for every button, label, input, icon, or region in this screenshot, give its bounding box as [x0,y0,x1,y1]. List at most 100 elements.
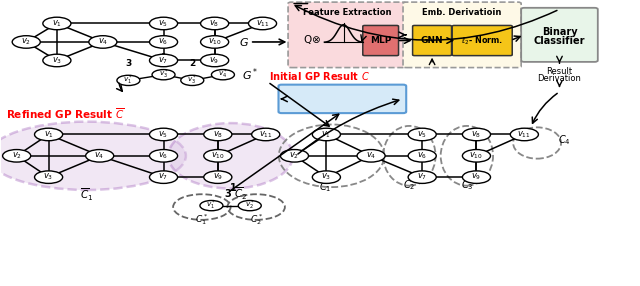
Text: 1: 1 [161,53,166,62]
Text: Result: Result [547,67,573,76]
Text: $\overline{C}_1$: $\overline{C}_1$ [80,187,93,204]
Text: Refined GP Result $\overline{C}$: Refined GP Result $\overline{C}$ [6,106,124,121]
Circle shape [43,54,71,67]
FancyBboxPatch shape [363,25,399,55]
FancyBboxPatch shape [403,2,521,67]
Circle shape [150,171,177,183]
Circle shape [280,150,308,162]
Text: MLP: MLP [370,36,391,45]
Circle shape [150,128,177,141]
Text: $v_2^*$: $v_2^*$ [244,199,255,212]
Text: $v_{4}$: $v_{4}$ [95,150,105,161]
Circle shape [152,69,175,80]
Circle shape [510,128,538,141]
Text: $v_{9}$: $v_{9}$ [471,172,481,182]
Text: 1: 1 [230,183,237,193]
Text: Emb. Derivatioin: Emb. Derivatioin [422,8,502,17]
Text: 2: 2 [189,59,195,68]
Text: Q$\otimes$: Q$\otimes$ [303,33,321,46]
Text: $v_{10}$: $v_{10}$ [470,150,483,161]
Text: $v_{10}$: $v_{10}$ [211,150,225,161]
Text: $v_{5}$: $v_{5}$ [417,129,428,140]
Text: $v_{1}$: $v_{1}$ [44,129,54,140]
Text: $v_{4}$: $v_{4}$ [366,150,376,161]
Text: $v_{6}$: $v_{6}$ [159,150,169,161]
Circle shape [408,128,436,141]
Text: $C_1$: $C_1$ [319,180,332,194]
Text: $v_1^*$: $v_1^*$ [124,74,133,87]
Text: $G$: $G$ [239,36,249,48]
Text: $v_{3}$: $v_{3}$ [321,172,332,182]
Text: $v_4^*$: $v_4^*$ [218,68,228,81]
Text: $\overline{C}_2$: $\overline{C}_2$ [234,186,247,202]
Text: $v_{7}$: $v_{7}$ [159,55,169,66]
Circle shape [150,54,177,67]
Text: Initial GP Result $C$: Initial GP Result $C$ [269,70,370,82]
Text: $v_{6}$: $v_{6}$ [159,37,169,47]
Circle shape [150,17,177,30]
Text: $v_{2}$: $v_{2}$ [289,150,300,161]
Text: $v_{8}$: $v_{8}$ [209,18,220,29]
Circle shape [211,69,234,80]
FancyBboxPatch shape [413,25,452,55]
Text: $v_3^*$: $v_3^*$ [188,74,197,87]
Circle shape [463,150,490,162]
Circle shape [312,171,340,183]
FancyBboxPatch shape [288,2,406,67]
Circle shape [86,150,114,162]
Text: $v_{1}$: $v_{1}$ [52,18,62,29]
Text: $C_1^*$: $C_1^*$ [195,212,209,227]
Text: $v_{11}$: $v_{11}$ [255,18,269,29]
Text: $v_{9}$: $v_{9}$ [209,55,220,66]
Text: $v_3^*$: $v_3^*$ [159,68,168,81]
Text: $C_4$: $C_4$ [558,133,571,147]
Ellipse shape [168,123,293,188]
Text: $v_{3}$: $v_{3}$ [44,172,54,182]
Text: Feature Extraction: Feature Extraction [303,8,392,17]
Circle shape [204,150,232,162]
Circle shape [248,17,276,30]
Text: Derivation: Derivation [538,74,581,84]
Text: 3: 3 [125,59,132,68]
FancyBboxPatch shape [452,25,512,55]
Circle shape [463,128,490,141]
Text: $v_{2}$: $v_{2}$ [21,37,31,47]
Text: (e.g., $\mathit{InfoMap}$): (e.g., $\mathit{InfoMap}$) [309,98,376,111]
Text: $v_{5}$: $v_{5}$ [159,129,168,140]
Text: Refinement Method: Refinement Method [292,91,393,100]
Ellipse shape [0,122,186,190]
Text: $C_2$: $C_2$ [403,178,415,192]
Circle shape [35,128,63,141]
Text: $v_{8}$: $v_{8}$ [471,129,481,140]
Circle shape [200,17,228,30]
Text: $C_3$: $C_3$ [461,178,473,192]
Circle shape [204,171,232,183]
Circle shape [463,171,490,183]
Circle shape [204,128,232,141]
Circle shape [35,171,63,183]
Text: $v_{6}$: $v_{6}$ [417,150,428,161]
Text: $v_{3}$: $v_{3}$ [52,55,62,66]
Text: 3: 3 [224,189,231,199]
Circle shape [12,36,40,48]
Circle shape [3,150,31,162]
Text: $v_{11}$: $v_{11}$ [259,129,273,140]
Text: GNN: GNN [420,36,444,45]
Text: $v_{7}$: $v_{7}$ [417,172,428,182]
Text: $G^*$: $G^*$ [242,66,259,83]
Circle shape [312,128,340,141]
Circle shape [200,54,228,67]
Circle shape [180,75,204,86]
Circle shape [150,150,177,162]
Circle shape [117,75,140,86]
Text: $C_2^*$: $C_2^*$ [250,212,263,227]
Circle shape [408,171,436,183]
Circle shape [43,17,71,30]
Circle shape [357,150,385,162]
Text: $v_{11}$: $v_{11}$ [518,129,531,140]
FancyBboxPatch shape [521,8,598,62]
Circle shape [408,150,436,162]
Circle shape [200,200,223,211]
Circle shape [150,36,177,48]
Circle shape [252,128,280,141]
